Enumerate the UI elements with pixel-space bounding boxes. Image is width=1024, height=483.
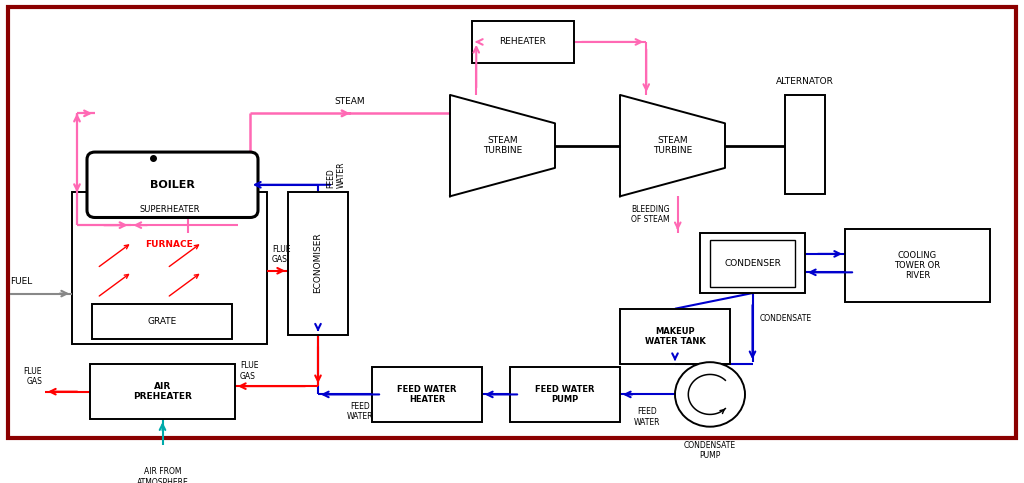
Polygon shape xyxy=(450,95,555,196)
Bar xyxy=(700,233,805,293)
Text: FEED WATER
PUMP: FEED WATER PUMP xyxy=(536,385,595,404)
Text: STEAM: STEAM xyxy=(335,97,366,106)
Text: FLUE
GAS: FLUE GAS xyxy=(24,367,42,386)
Bar xyxy=(72,192,267,344)
Bar xyxy=(620,309,730,364)
Text: ECONOMISER: ECONOMISER xyxy=(313,233,323,293)
Text: FEED
WATER: FEED WATER xyxy=(326,161,345,188)
Bar xyxy=(472,21,574,63)
Bar xyxy=(288,192,348,335)
FancyBboxPatch shape xyxy=(87,152,258,217)
Text: BOILER: BOILER xyxy=(151,180,195,190)
Text: CONDENSATE
PUMP: CONDENSATE PUMP xyxy=(684,440,736,460)
Text: STEAM
TURBINE: STEAM TURBINE xyxy=(653,136,692,156)
Text: FEED
WATER: FEED WATER xyxy=(347,402,374,421)
Text: COOLING
TOWER OR
RIVER: COOLING TOWER OR RIVER xyxy=(894,251,941,280)
Text: CONDENSER: CONDENSER xyxy=(724,258,781,268)
Text: FLUE
GAS: FLUE GAS xyxy=(272,245,291,264)
Bar xyxy=(510,367,620,422)
Text: FEED WATER
HEATER: FEED WATER HEATER xyxy=(397,385,457,404)
Text: REHEATER: REHEATER xyxy=(500,37,547,46)
Circle shape xyxy=(675,362,745,426)
Text: GRATE: GRATE xyxy=(147,317,176,326)
Bar xyxy=(90,364,234,419)
Text: FLUE
GAS: FLUE GAS xyxy=(240,361,258,381)
Bar xyxy=(845,228,990,302)
Bar xyxy=(710,240,795,286)
Bar xyxy=(372,367,482,422)
Bar xyxy=(785,95,825,195)
Text: FUEL: FUEL xyxy=(10,277,32,286)
Text: MAKEUP
WATER TANK: MAKEUP WATER TANK xyxy=(645,327,706,346)
Text: STEAM
TURBINE: STEAM TURBINE xyxy=(483,136,522,156)
Bar xyxy=(92,304,232,339)
Text: AIR FROM
ATMOSPHERE: AIR FROM ATMOSPHERE xyxy=(136,467,188,483)
Polygon shape xyxy=(620,95,725,196)
Text: FURNACE: FURNACE xyxy=(145,241,194,249)
Text: FEED
WATER: FEED WATER xyxy=(634,407,660,427)
Text: ALTERNATOR: ALTERNATOR xyxy=(776,77,834,85)
Text: BLEEDING
OF STEAM: BLEEDING OF STEAM xyxy=(631,205,670,225)
Text: AIR
PREHEATER: AIR PREHEATER xyxy=(133,382,191,401)
Text: CONDENSATE: CONDENSATE xyxy=(760,314,812,323)
Text: SUPERHEATER: SUPERHEATER xyxy=(139,205,200,214)
